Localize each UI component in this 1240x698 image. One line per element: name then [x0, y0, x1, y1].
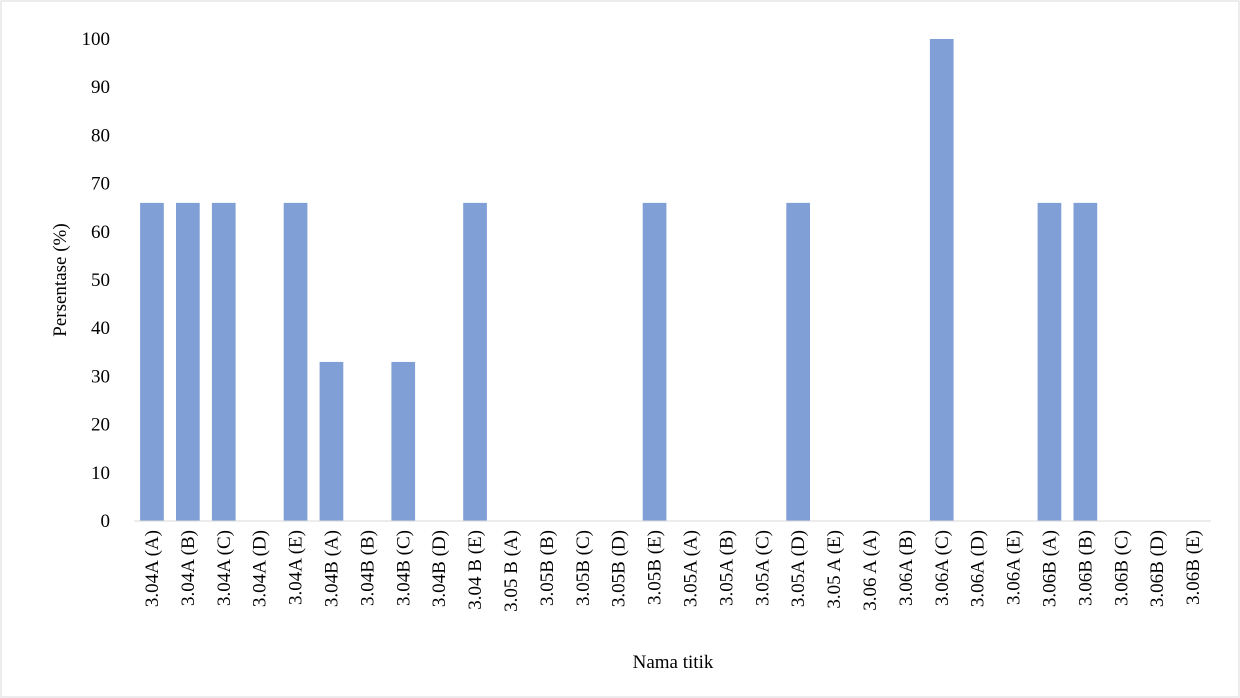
bar [1037, 202, 1062, 521]
bar [211, 202, 236, 521]
bar [391, 361, 416, 521]
x-tick-label: 3.05 B (A) [501, 530, 522, 612]
x-tick-label: 3.05A (D) [788, 530, 809, 607]
x-tick-label: 3.04 B (E) [465, 530, 486, 610]
x-tick-label: 3.06A (C) [932, 530, 953, 606]
x-tick-label: 3.06A (E) [1004, 530, 1025, 605]
x-tick-label: 3.06B (A) [1039, 530, 1060, 607]
x-tick-label: 3.05B (B) [537, 530, 558, 606]
x-tick-label: 3.06B (D) [1147, 530, 1168, 607]
x-tick-label: 3.04B (D) [429, 530, 450, 607]
x-labels: 3.04A (A) 3.04A (B) 3.04A (C) 3.04A (D) 3.04… [142, 530, 1204, 612]
x-tick-label: 3.04B (A) [321, 530, 342, 607]
y-tick-label: 70 [91, 174, 110, 195]
y-axis-title: Persentase (%) [50, 223, 71, 336]
y-tick-label: 20 [91, 415, 110, 436]
bar [140, 202, 164, 521]
x-tick-label: 3.06B (E) [1183, 530, 1204, 605]
y-tick-label: 40 [91, 318, 110, 339]
bar [642, 202, 667, 521]
x-tick-label: 3.04A (A) [142, 530, 163, 607]
x-tick-label: 3.04A (C) [214, 530, 235, 606]
x-tick-label: 3.05B (D) [609, 530, 630, 607]
bar [176, 202, 200, 521]
y-tick-label: 0 [101, 511, 111, 532]
x-tick-label: 3.04A (E) [286, 530, 307, 605]
x-tick-label: 3.04B (B) [357, 530, 378, 606]
x-tick-label: 3.06B (C) [1111, 530, 1132, 606]
y-tick-label: 100 [82, 29, 111, 50]
bar [1073, 202, 1098, 521]
y-tick-label: 10 [91, 463, 110, 484]
x-tick-label: 3.06B (B) [1075, 530, 1096, 606]
x-tick-label: 3.05 A (E) [824, 530, 845, 609]
bar [319, 361, 344, 521]
x-axis-title: Nama titik [633, 652, 714, 673]
bar [463, 202, 487, 521]
bar [929, 39, 954, 521]
x-tick-label: 3.04B (C) [393, 530, 414, 606]
x-tick-label: 3.06A (D) [968, 530, 989, 607]
x-tick-label: 3.05A (B) [716, 530, 737, 606]
bar [786, 202, 810, 521]
y-tick-label: 30 [91, 366, 110, 387]
y-tick-label: 80 [91, 125, 110, 146]
y-tick-label: 50 [91, 270, 110, 291]
x-tick-label: 3.05A (A) [680, 530, 701, 607]
x-tick-label: 3.05B (C) [573, 530, 594, 606]
x-tick-label: 3.06A (B) [896, 530, 917, 606]
x-tick-label: 3.05A (C) [752, 530, 773, 606]
x-tick-label: 3.05B (E) [645, 530, 666, 605]
x-tick-label: 3.06 A (A) [860, 530, 881, 611]
y-tick-label: 60 [91, 222, 110, 243]
bar [283, 202, 308, 521]
x-tick-label: 3.04A (B) [178, 530, 199, 606]
y-tick-label: 90 [91, 77, 110, 98]
x-tick-label: 3.04A (D) [250, 530, 271, 607]
